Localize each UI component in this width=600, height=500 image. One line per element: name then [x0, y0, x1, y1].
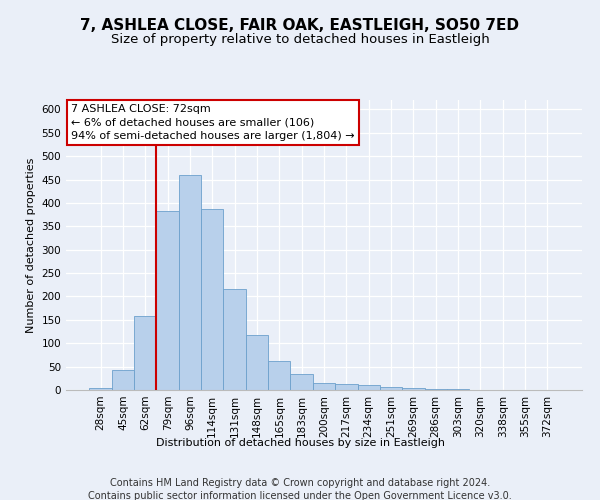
Text: Size of property relative to detached houses in Eastleigh: Size of property relative to detached ho… [110, 32, 490, 46]
Text: 7 ASHLEA CLOSE: 72sqm
← 6% of detached houses are smaller (106)
94% of semi-deta: 7 ASHLEA CLOSE: 72sqm ← 6% of detached h… [71, 104, 355, 141]
Bar [89, 388, 112, 390]
Bar [246, 335, 268, 390]
Bar [313, 384, 335, 390]
Bar [268, 361, 290, 390]
Bar [290, 374, 313, 390]
Bar [402, 388, 425, 390]
Bar [335, 384, 358, 390]
Bar [447, 389, 469, 390]
Bar [358, 386, 380, 390]
Text: Distribution of detached houses by size in Eastleigh: Distribution of detached houses by size … [155, 438, 445, 448]
Text: 7, ASHLEA CLOSE, FAIR OAK, EASTLEIGH, SO50 7ED: 7, ASHLEA CLOSE, FAIR OAK, EASTLEIGH, SO… [80, 18, 520, 32]
Bar [380, 386, 402, 390]
Bar [201, 208, 223, 390]
Bar [134, 316, 157, 390]
Bar [157, 211, 179, 390]
Bar [223, 290, 246, 390]
Bar [112, 370, 134, 390]
Text: Contains HM Land Registry data © Crown copyright and database right 2024.: Contains HM Land Registry data © Crown c… [110, 478, 490, 488]
Bar [179, 175, 201, 390]
Y-axis label: Number of detached properties: Number of detached properties [26, 158, 36, 332]
Bar [425, 388, 447, 390]
Text: Contains public sector information licensed under the Open Government Licence v3: Contains public sector information licen… [88, 491, 512, 500]
